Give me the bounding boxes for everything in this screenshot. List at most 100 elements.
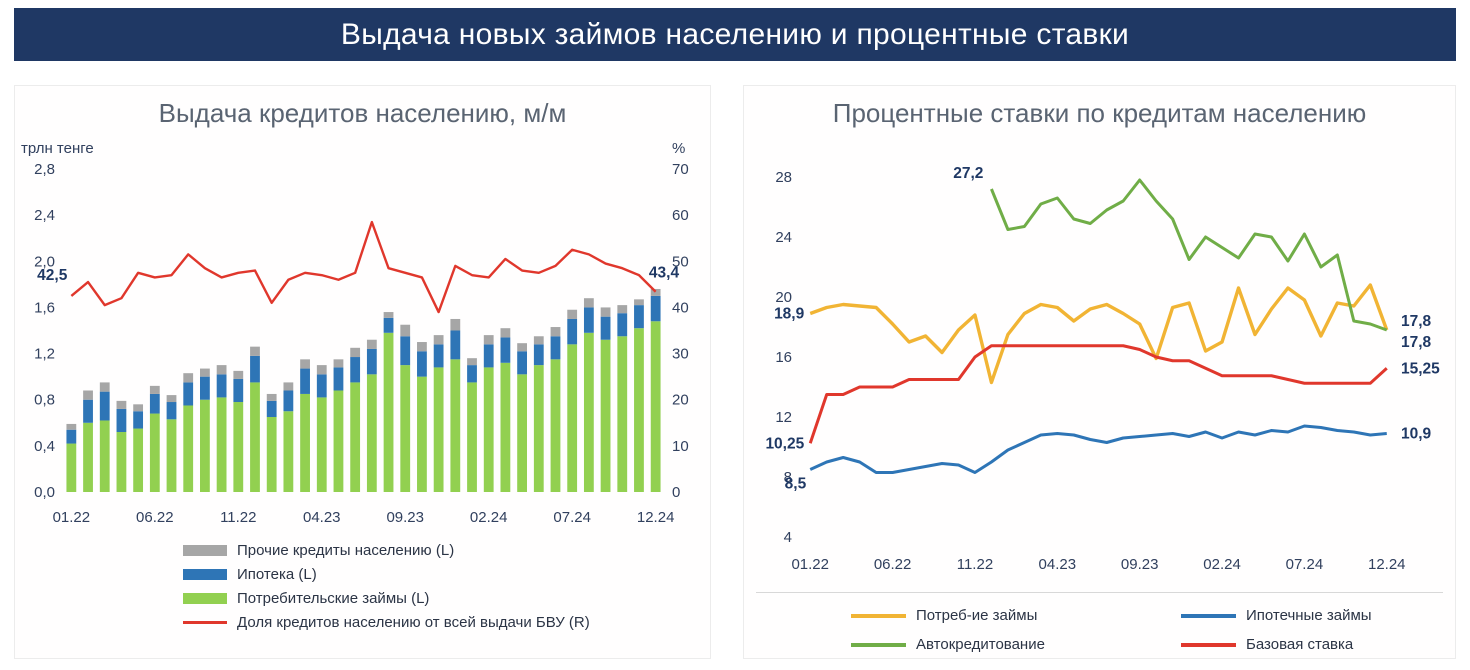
y-right-tick: 70: [672, 161, 689, 178]
other-loans-bar: [283, 382, 294, 391]
auto-rate-line: [990, 178, 1388, 332]
other-loans-bar: [316, 365, 327, 375]
other-loans-bar: [200, 368, 210, 377]
consumer-loans-bar: [66, 443, 77, 492]
mortgage-bar: [316, 374, 327, 398]
x-tick: 06.22: [136, 509, 174, 526]
y-left-tick: 1,6: [34, 299, 55, 316]
banner-title: Выдача новых займов населению и процентн…: [340, 17, 1130, 51]
x-tick: 11.22: [957, 556, 993, 573]
mortgage-bar: [634, 305, 644, 329]
mortgage-bar: [266, 400, 277, 418]
consumer-loans-bar: [634, 328, 644, 492]
other-loans-bar: [183, 373, 194, 383]
y-left-tick: 2,0: [34, 253, 55, 270]
legend-label: Ипотечные займы: [1246, 607, 1372, 624]
consumer-loans-bar: [216, 397, 227, 492]
mortgage-bar: [583, 307, 594, 333]
other-loans-bar: [517, 343, 527, 352]
legend-label: Потребительские займы (L): [237, 590, 430, 607]
other-loans-bar: [149, 385, 160, 394]
mortgage-bar: [433, 344, 444, 368]
mortgage-bar: [350, 357, 361, 383]
mortgage-bar: [617, 313, 628, 337]
other-loans-bar: [550, 327, 561, 337]
legend-item: Прочие кредиты населению (L): [183, 542, 710, 559]
y-right-unit-label: %: [672, 140, 685, 157]
consumer-rate-line: [809, 283, 1389, 385]
annotation-end: 15,25: [1401, 360, 1440, 377]
share-line: [70, 220, 657, 314]
y-tick: 20: [775, 289, 792, 306]
y-left-unit-label: трлн тенге: [21, 140, 94, 157]
other-loans-bar: [500, 328, 511, 338]
annotation-share-start: 42,5: [37, 267, 68, 284]
annotation-end: 17,8: [1401, 334, 1432, 351]
other-loans-bar: [583, 298, 594, 308]
mortgage-bar: [467, 365, 477, 383]
consumer-loans-bar: [383, 332, 394, 492]
consumer-loans-bar: [583, 332, 594, 492]
consumer-loans-bar: [233, 402, 244, 492]
y-tick: 4: [784, 529, 792, 546]
mortgage-bar: [300, 368, 310, 394]
legend-item: Потребительские займы (L): [183, 590, 710, 607]
consumer-rate-swatch: [851, 613, 906, 618]
annotation-end: 10,9: [1401, 426, 1432, 443]
other-loans-swatch: [183, 545, 227, 556]
other-loans-bar: [417, 342, 427, 352]
annotation-start: 8,5: [785, 476, 807, 493]
consumer-loans-bar: [533, 365, 544, 492]
loans-chart-legend: Прочие кредиты населению (L) Ипотека (L) П…: [15, 542, 710, 631]
consumer-loans-bar: [350, 382, 361, 492]
consumer-loans-bar: [149, 413, 160, 492]
x-tick: 09.23: [386, 509, 424, 526]
consumer-loans-bar: [550, 359, 561, 492]
interest-rates-panel: Процентные ставки по кредитам населению …: [743, 85, 1456, 659]
legend-item: Потреб-ие займы: [851, 607, 1181, 624]
consumer-loans-bar: [450, 359, 461, 492]
other-loans-bar: [433, 335, 444, 345]
x-tick: 11.22: [220, 509, 256, 526]
y-left-tick: 2,8: [34, 161, 55, 178]
consumer-loans-bar: [166, 419, 177, 492]
report-page: Выдача новых займов населению и процентн…: [0, 8, 1470, 659]
y-tick: 8: [784, 469, 792, 486]
consumer-loans-bar: [283, 411, 294, 492]
mortgage-bar: [283, 390, 294, 412]
legend-item: Автокредитование: [851, 636, 1181, 653]
other-loans-bar: [133, 404, 144, 412]
other-loans-bar: [116, 400, 127, 409]
x-tick: 02.24: [470, 509, 508, 526]
consumer-loans-bar: [366, 374, 377, 492]
x-tick: 01.22: [791, 556, 829, 573]
legend-item: Ипотечные займы: [1181, 607, 1443, 624]
consumer-loans-bar: [99, 420, 110, 492]
y-right-tick: 60: [672, 207, 689, 224]
mortgage-bar: [233, 378, 244, 403]
consumer-loans-bar: [183, 405, 194, 492]
consumer-loans-bar: [300, 393, 310, 492]
mortgage-bar: [116, 408, 127, 433]
other-loans-bar: [250, 346, 260, 356]
mortgage-bar: [166, 402, 177, 420]
x-tick: 09.23: [1121, 556, 1159, 573]
mortgage-bar: [83, 399, 93, 423]
y-right-tick: 40: [672, 299, 689, 316]
other-loans-bar: [617, 305, 628, 314]
y-left-tick: 0,4: [34, 438, 55, 455]
mortgage-bar: [333, 367, 344, 391]
other-loans-bar: [567, 309, 578, 319]
mortgage-bar: [533, 344, 544, 366]
mortgage-bar: [200, 376, 210, 400]
mortgage-bar: [133, 411, 144, 429]
mortgage-bar: [517, 351, 527, 375]
loans-issuance-chart: трлн тенге % 0,0 0,4 0,8 1,2 1,6 2,0 2,4 2,8 0 10 20…: [21, 140, 689, 526]
y-left-tick: 1,2: [34, 346, 55, 363]
consumer-loans-bar: [617, 336, 628, 492]
other-loans-bar: [366, 339, 377, 349]
legend-label: Прочие кредиты населению (L): [237, 542, 455, 559]
other-loans-bar: [383, 312, 394, 318]
rates-panel-title: Процентные ставки по кредитам населению: [832, 98, 1367, 128]
other-loans-bar: [233, 370, 244, 379]
